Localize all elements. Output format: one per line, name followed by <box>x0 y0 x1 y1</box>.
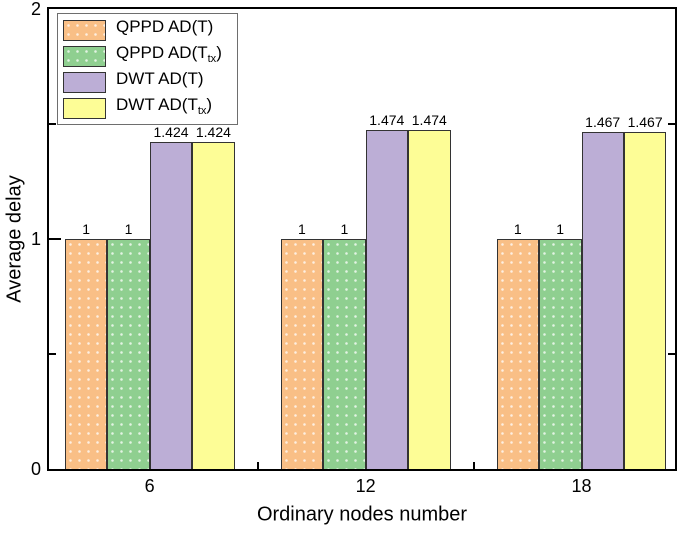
bar <box>107 239 150 469</box>
y-axis-minor-tick <box>49 353 56 355</box>
bar <box>149 141 193 469</box>
bar <box>280 239 324 469</box>
bar-value-label: 1.424 <box>153 123 189 140</box>
y-axis-tick-label: 0 <box>30 459 41 479</box>
bar <box>365 130 409 469</box>
bar-value-label: 1 <box>82 221 90 237</box>
legend-item: DWT AD(Ttx) <box>63 95 231 121</box>
bar <box>64 239 108 469</box>
x-axis-tick-label: 18 <box>571 476 592 496</box>
bar-value-label: 1.474 <box>369 112 405 128</box>
legend-swatch-icon <box>63 45 106 67</box>
legend-item-label: QPPD AD(T) <box>116 17 214 36</box>
legend: QPPD AD(T) QPPD AD(Ttx) DWT AD(T) DWT AD… <box>57 13 238 125</box>
x-axis-tick-label: 6 <box>144 476 155 496</box>
bar <box>408 130 451 469</box>
legend-item-label: DWT AD(Ttx) <box>116 95 213 117</box>
legend-item-label: QPPD AD(Ttx) <box>116 43 222 65</box>
y-axis-tick-label: 1 <box>30 229 41 249</box>
legend-item-label: DWT AD(T) <box>116 69 204 88</box>
bar-value-label: 1 <box>124 221 133 237</box>
bar <box>623 131 667 469</box>
x-axis-title: Ordinary nodes number <box>256 503 468 526</box>
bar-value-label: 1.467 <box>585 113 621 130</box>
legend-swatch-icon <box>63 97 106 119</box>
legend-swatch-icon <box>63 71 106 93</box>
x-axis-minor-tick <box>256 462 259 469</box>
legend-item: QPPD AD(T) <box>63 17 231 43</box>
y-axis-major-tick <box>49 238 61 240</box>
legend-item: DWT AD(T) <box>63 69 231 95</box>
bar <box>581 131 624 469</box>
legend-swatch-icon <box>63 19 106 41</box>
bar-value-label: 1 <box>297 221 306 237</box>
legend-item: QPPD AD(Ttx) <box>63 43 231 69</box>
bar-value-label: 1.424 <box>195 123 231 140</box>
bar <box>539 239 582 469</box>
bar-value-label: 1 <box>556 221 565 237</box>
bar-value-label: 1.467 <box>627 113 663 130</box>
x-axis-minor-tick <box>472 462 475 469</box>
bar-value-label: 1 <box>340 221 349 237</box>
x-axis-tick-label: 12 <box>355 476 376 496</box>
y-axis-minor-tick <box>668 353 675 355</box>
plot-area: 1 1 1.424 1.424 1 1 1.474 1.474 1 1 1.467 1.467 <box>47 7 677 471</box>
bar-value-label: 1.474 <box>411 112 447 128</box>
y-axis-tick-label: 2 <box>30 0 41 19</box>
y-axis-minor-tick <box>49 123 56 125</box>
y-axis-minor-tick <box>668 123 675 125</box>
bar <box>192 141 235 469</box>
bar <box>323 239 366 469</box>
bar-value-label: 1 <box>513 221 522 237</box>
bar <box>496 239 540 469</box>
